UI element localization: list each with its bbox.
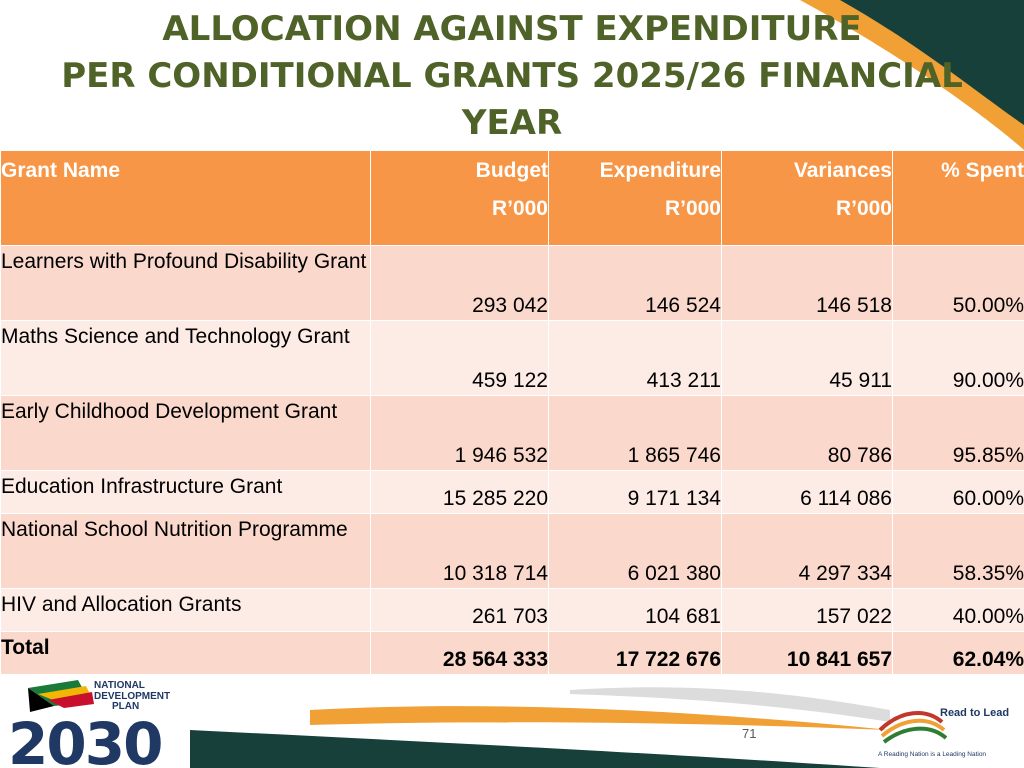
title-line-2: PER CONDITIONAL GRANTS 2025/26 FINANCIAL (61, 56, 963, 96)
ndp-logo-line-3: PLAN (112, 701, 139, 712)
title-line-3: YEAR (461, 103, 563, 143)
cell-expenditure: 1 865 746 (548, 395, 722, 471)
cell-grant-name: Education Infrastructure Grant (0, 470, 371, 514)
header-variances: Variances R’000 (721, 150, 893, 246)
cell-variance: 45 911 (721, 320, 893, 396)
cell-expenditure: 104 681 (548, 588, 722, 632)
cell-grant-name: Maths Science and Technology Grant (0, 320, 371, 396)
cell-variance: 157 022 (721, 588, 893, 632)
header-percent-spent: % Spent (892, 150, 1024, 246)
cell-expenditure: 9 171 134 (548, 470, 722, 514)
cell-grant-name: National School Nutrition Programme (0, 513, 371, 589)
header-grant-name: Grant Name (0, 150, 371, 246)
bottom-swoosh-decoration (190, 687, 890, 768)
cell-budget: 459 122 (370, 320, 549, 396)
header-budget: Budget R’000 (370, 150, 549, 246)
cell-variance: 146 518 (721, 245, 893, 321)
cell-variance: 6 114 086 (721, 470, 893, 514)
title-line-1: ALLOCATION AGAINST EXPENDITURE (162, 9, 862, 49)
cell-budget: 261 703 (370, 588, 549, 632)
cell-total-percent-spent: 62.04% (892, 631, 1024, 675)
cell-percent-spent: 60.00% (892, 470, 1024, 514)
read-to-lead-title: Read to Lead (940, 707, 1009, 719)
table-header-row: Grant Name Budget R’000 Expenditure R’00… (0, 150, 1024, 246)
cell-expenditure: 146 524 (548, 245, 722, 321)
ndp-2030-logo: NATIONAL DEVELOPMENT PLAN 2030 (8, 680, 170, 766)
table-row: Early Childhood Development Grant 1 946 … (0, 395, 1024, 471)
cell-variance: 4 297 334 (721, 513, 893, 589)
cell-percent-spent: 95.85% (892, 395, 1024, 471)
ndp-logo-line-2: DEVELOPMENT (94, 691, 170, 702)
table-total-row: Total 28 564 333 17 722 676 10 841 657 6… (0, 631, 1024, 675)
cell-grant-name: HIV and Allocation Grants (0, 588, 371, 632)
table-row: Learners with Profound Disability Grant … (0, 245, 1024, 321)
header-expenditure: Expenditure R’000 (548, 150, 722, 246)
cell-total-budget: 28 564 333 (370, 631, 549, 675)
cell-total-expenditure: 17 722 676 (548, 631, 722, 675)
cell-percent-spent: 40.00% (892, 588, 1024, 632)
cell-total-label: Total (0, 631, 371, 675)
cell-percent-spent: 90.00% (892, 320, 1024, 396)
cell-percent-spent: 50.00% (892, 245, 1024, 321)
page-number: 71 (742, 726, 757, 741)
cell-total-variance: 10 841 657 (721, 631, 893, 675)
cell-budget: 293 042 (370, 245, 549, 321)
cell-variance: 80 786 (721, 395, 893, 471)
cell-budget: 15 285 220 (370, 470, 549, 514)
page-title: ALLOCATION AGAINST EXPENDITURE PER CONDI… (20, 6, 1004, 147)
cell-expenditure: 413 211 (548, 320, 722, 396)
cell-budget: 1 946 532 (370, 395, 549, 471)
cell-budget: 10 318 714 (370, 513, 549, 589)
cell-percent-spent: 58.35% (892, 513, 1024, 589)
table-row: Maths Science and Technology Grant 459 1… (0, 320, 1024, 396)
cell-expenditure: 6 021 380 (548, 513, 722, 589)
ndp-logo-year: 2030 (8, 710, 161, 766)
cell-grant-name: Early Childhood Development Grant (0, 395, 371, 471)
read-to-lead-tagline: A Reading Nation is a Leading Nation (878, 751, 986, 758)
read-to-lead-logo: Read to Lead A Reading Nation is a Leadi… (878, 707, 1009, 758)
table-row: National School Nutrition Programme 10 3… (0, 513, 1024, 589)
grants-table: Grant Name Budget R’000 Expenditure R’00… (0, 150, 1024, 675)
ndp-logo-line-1: NATIONAL (94, 680, 145, 691)
table-row: HIV and Allocation Grants 261 703 104 68… (0, 588, 1024, 632)
table-row: Education Infrastructure Grant 15 285 22… (0, 470, 1024, 514)
cell-grant-name: Learners with Profound Disability Grant (0, 245, 371, 321)
